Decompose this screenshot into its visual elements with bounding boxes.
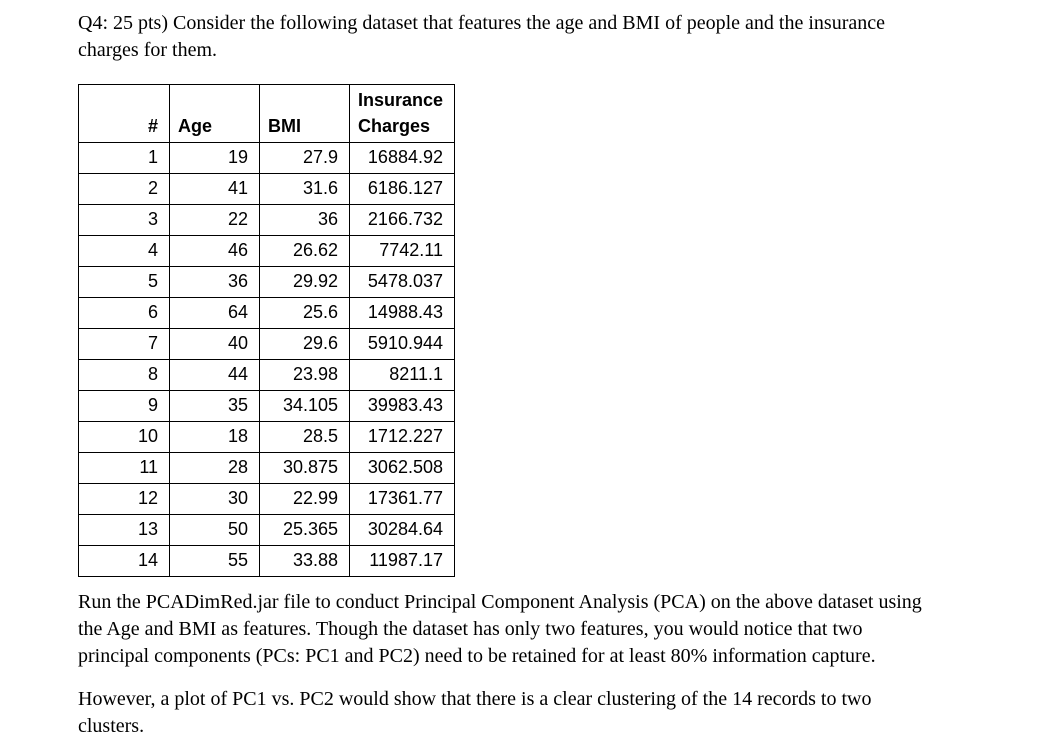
question-intro-text: Q4: 25 pts) Consider the following datas…	[78, 12, 885, 61]
cell-insurance-charges: 30284.64	[349, 514, 455, 546]
table-header: # Age BMI Insurance Charges	[78, 84, 455, 143]
cell-bmi: 31.6	[259, 173, 350, 205]
document-page: Q4: 25 pts) Consider the following datas…	[78, 12, 922, 737]
dataset-table: # Age BMI Insurance Charges 1 19 27.9 16…	[78, 84, 455, 577]
column-header-age: Age	[169, 84, 260, 143]
cell-insurance-charges: 5478.037	[349, 266, 455, 298]
cell-age: 44	[169, 359, 260, 391]
cell-age: 22	[169, 204, 260, 236]
cell-insurance-charges: 17361.77	[349, 483, 455, 515]
cell-insurance-charges: 5910.944	[349, 328, 455, 360]
cell-bmi: 27.9	[259, 142, 350, 174]
table-row: 8 44 23.98 8211.1	[78, 359, 455, 391]
cell-number: 3	[78, 204, 170, 236]
table-row: 3 22 36 2166.732	[78, 204, 455, 236]
cell-age: 36	[169, 266, 260, 298]
column-header-insurance-charges: Insurance Charges	[349, 84, 455, 143]
cell-insurance-charges: 6186.127	[349, 173, 455, 205]
cell-number: 8	[78, 359, 170, 391]
cell-number: 13	[78, 514, 170, 546]
table-row: 12 30 22.99 17361.77	[78, 483, 455, 515]
cell-bmi: 25.6	[259, 297, 350, 329]
cell-age: 46	[169, 235, 260, 267]
table-row: 6 64 25.6 14988.43	[78, 297, 455, 329]
table-row: 1 19 27.9 16884.92	[78, 142, 455, 174]
cell-age: 19	[169, 142, 260, 174]
cell-insurance-charges: 2166.732	[349, 204, 455, 236]
cell-number: 11	[78, 452, 170, 484]
cell-number: 6	[78, 297, 170, 329]
cell-age: 55	[169, 545, 260, 577]
cell-bmi: 36	[259, 204, 350, 236]
cell-age: 41	[169, 173, 260, 205]
cell-number: 14	[78, 545, 170, 577]
cell-insurance-charges: 1712.227	[349, 421, 455, 453]
table-body: 1 19 27.9 16884.92 2 41 31.6 6186.127 3 …	[78, 142, 455, 577]
cell-number: 9	[78, 390, 170, 422]
cell-number: 2	[78, 173, 170, 205]
column-header-number: #	[78, 84, 170, 143]
cell-insurance-charges: 8211.1	[349, 359, 455, 391]
cell-bmi: 22.99	[259, 483, 350, 515]
cell-insurance-charges: 11987.17	[349, 545, 455, 577]
cell-number: 7	[78, 328, 170, 360]
cell-bmi: 33.88	[259, 545, 350, 577]
cell-bmi: 26.62	[259, 235, 350, 267]
cell-number: 5	[78, 266, 170, 298]
cell-bmi: 25.365	[259, 514, 350, 546]
table-row: 13 50 25.365 30284.64	[78, 514, 455, 546]
cell-number: 4	[78, 235, 170, 267]
pca-instructions-text: Run the PCADimRed.jar file to conduct Pr…	[78, 591, 922, 667]
cell-number: 12	[78, 483, 170, 515]
table-row: 10 18 28.5 1712.227	[78, 421, 455, 453]
cell-age: 50	[169, 514, 260, 546]
cell-age: 35	[169, 390, 260, 422]
table-row: 14 55 33.88 11987.17	[78, 545, 455, 577]
table-header-row: # Age BMI Insurance Charges	[78, 84, 455, 143]
cell-insurance-charges: 14988.43	[349, 297, 455, 329]
table-row: 4 46 26.62 7742.11	[78, 235, 455, 267]
cell-age: 30	[169, 483, 260, 515]
cell-bmi: 30.875	[259, 452, 350, 484]
table-row: 11 28 30.875 3062.508	[78, 452, 455, 484]
table-row: 2 41 31.6 6186.127	[78, 173, 455, 205]
cell-insurance-charges: 7742.11	[349, 235, 455, 267]
cell-bmi: 23.98	[259, 359, 350, 391]
cell-number: 1	[78, 142, 170, 174]
cell-insurance-charges: 3062.508	[349, 452, 455, 484]
cell-bmi: 34.105	[259, 390, 350, 422]
cell-insurance-charges: 16884.92	[349, 142, 455, 174]
table-row: 9 35 34.105 39983.43	[78, 390, 455, 422]
cell-age: 18	[169, 421, 260, 453]
cell-insurance-charges: 39983.43	[349, 390, 455, 422]
cell-number: 10	[78, 421, 170, 453]
cell-age: 64	[169, 297, 260, 329]
table-row: 5 36 29.92 5478.037	[78, 266, 455, 298]
cell-bmi: 29.6	[259, 328, 350, 360]
table-row: 7 40 29.6 5910.944	[78, 328, 455, 360]
cell-age: 28	[169, 452, 260, 484]
clustering-note-text: However, a plot of PC1 vs. PC2 would sho…	[78, 688, 872, 737]
cell-bmi: 29.92	[259, 266, 350, 298]
cell-age: 40	[169, 328, 260, 360]
column-header-bmi: BMI	[259, 84, 350, 143]
cell-bmi: 28.5	[259, 421, 350, 453]
